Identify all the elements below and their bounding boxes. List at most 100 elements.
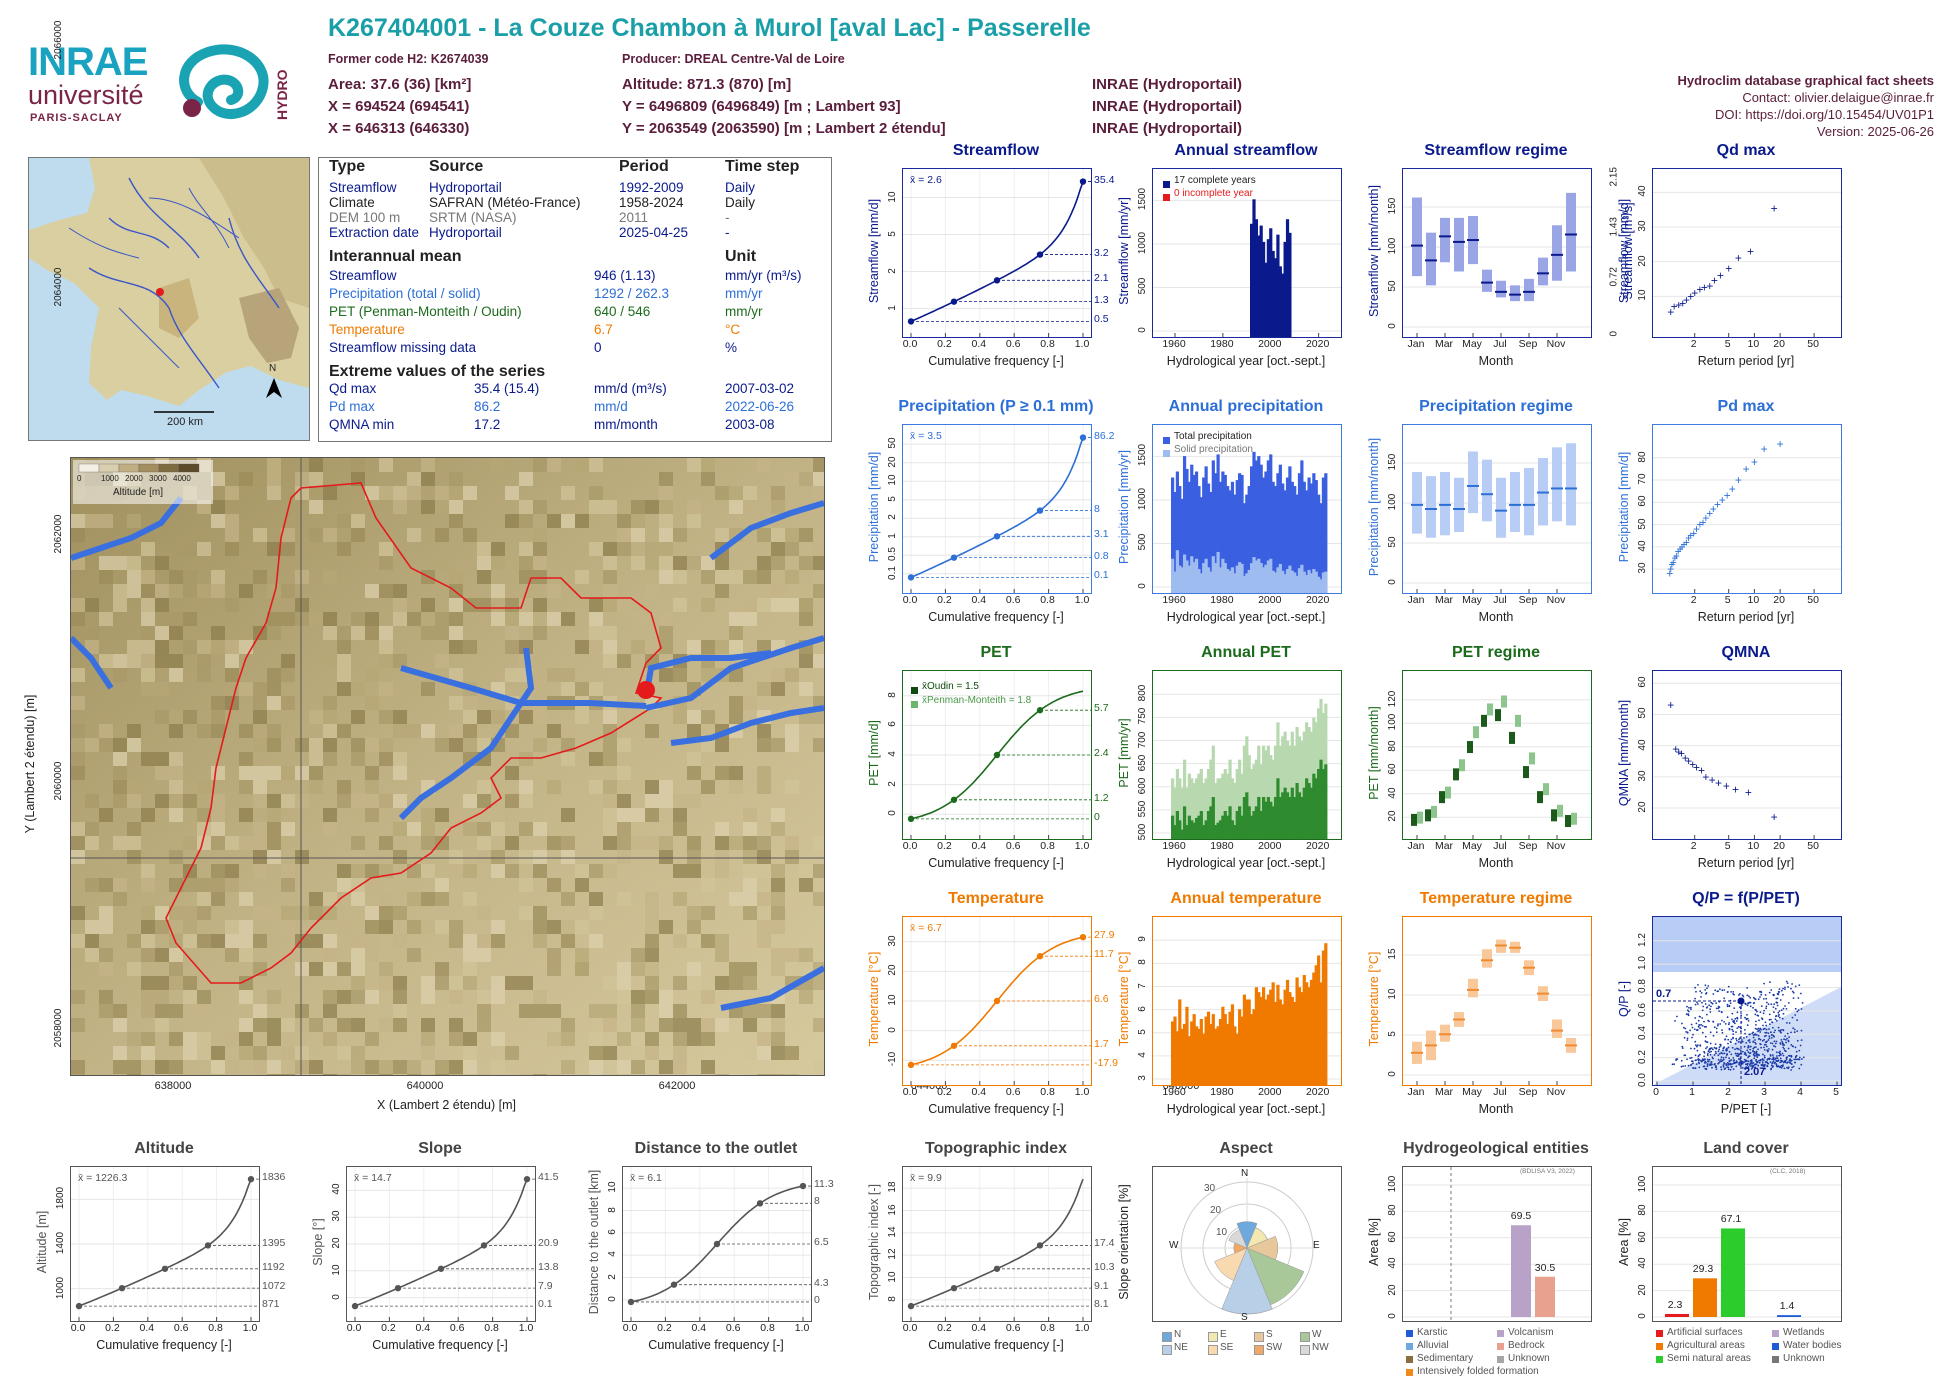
year-bar [1278,563,1282,593]
x-tick: 0.4 [139,1322,155,1334]
annual_streamflow-chart: Annual streamflow Hydrological year [oct.… [1117,142,1420,416]
pet-oudin-box [1411,813,1417,826]
year-bar [1192,822,1196,839]
x-tick: May [1462,1086,1482,1098]
year-bar [1204,1016,1208,1085]
mean-label: x̄ = 9.9 [910,1172,942,1184]
river [71,496,824,1011]
legend-swatch [1162,1345,1172,1355]
year-bar [1190,820,1194,839]
year-bar [1278,464,1282,593]
y-tick: 1500 [1137,444,1148,467]
y-tick: 150 [1387,197,1398,215]
legend-swatch [1300,1345,1310,1355]
year-bar [1175,769,1179,839]
legend-swatch [1497,1343,1504,1350]
streamflow_regime-title: Streamflow regime [1424,142,1568,159]
x-tick: May [1462,840,1482,852]
year-bar [1297,736,1302,839]
y-tick: 60 [1637,1231,1648,1243]
x-tick: 0.8 [760,1322,775,1334]
year-bar [1206,811,1211,839]
year-bar [1250,563,1254,593]
doi-link[interactable]: DOI: https://doi.org/10.15454/UV01P1 [1715,107,1934,122]
y-tick: 15 [1387,948,1398,960]
year-bar [1178,778,1182,839]
year-bar [1233,573,1237,593]
annual_pet-xlabel: Hydrological year [oct.-sept.] [1166,856,1326,870]
year-bar [1252,1009,1256,1085]
category-bar [1665,1313,1689,1317]
former-code: Former code H2: K2674039 [328,52,489,66]
year-bar [1180,829,1184,839]
mean-unit: °C [725,322,741,337]
month-range [1566,192,1576,272]
month-range [1440,1024,1450,1042]
pet_regime-xlabel: Month [1478,856,1514,870]
year-bar [1269,801,1273,839]
info-step: - [725,225,730,240]
x-tick: 0.0 [70,1322,86,1334]
pet-plot-area [902,670,1092,840]
quantile-label: 1.7 [1094,1037,1109,1050]
landcover-chart: Land cover Area [%] 0 20 40 60 80 100 (CLC, 2018… [1617,1140,1920,1400]
return-point: + [1732,782,1739,796]
x-tick: 0.8 [1040,1086,1055,1098]
year-bar [1250,1014,1254,1085]
pet-penman-box [1529,752,1535,765]
year-bar [1324,571,1328,593]
map-x-tick: 642000 [658,1080,696,1092]
legend-swatch [1406,1343,1413,1350]
legend-tick: 2000 [125,474,143,483]
year-bar [1281,792,1285,839]
y-tick: 30 [1637,770,1648,782]
quantile-point [1036,251,1044,258]
year-bar [1259,997,1263,1085]
altitude-xlabel: Cumulative frequency [-] [96,1338,232,1352]
y-tick: 8 [887,692,898,698]
return-point: + [1690,527,1697,541]
ring-label: 20 [1210,1205,1222,1216]
pet-chart: PET Cumulative frequency [-] PET [mm/d] 0.0… [867,644,1170,918]
pd_max-xlabel: Return period [yr] [1697,610,1795,624]
y-tick: 0 [1137,583,1148,589]
y-tick: 120 [1387,690,1398,708]
year-bar [1273,258,1278,337]
source-label: (BDLISA V3, 2022) [1520,1168,1575,1175]
extreme-value: 17.2 [474,417,501,432]
mean-label: x̄ = 2.6 [910,174,942,186]
aspect-chart: Aspect Slope orientation [%] N E S W 10 20 30 N E S… [1117,1140,1420,1400]
pet-penman-box [1515,714,1521,727]
contact[interactable]: Contact: olivier.delaigue@inrae.fr [1742,90,1934,105]
france-map: 200 km N [28,157,310,441]
year-bar [1230,567,1235,593]
return-point: + [1693,760,1700,774]
year-bar [1180,787,1184,839]
year-bar [1252,764,1256,839]
year-bar [1238,562,1242,593]
streamflow_regime-xlabel: Month [1478,354,1514,368]
year-bar [1288,745,1292,839]
return-point: + [1747,244,1754,258]
temperature-plot-area [902,916,1092,1086]
return-point: + [1717,269,1724,283]
producer: Producer: DREAL Centre-Val de Loire [622,52,845,66]
streamflow_regime-ylabel: Streamflow [mm/month] [1367,185,1381,317]
y-tick: 4 [887,751,898,757]
bar-value: 30.5 [1534,1261,1556,1274]
precip_regime-chart: Precipitation regime Month Precipitation [… [1367,398,1670,672]
year-bar [1209,759,1213,839]
year-bar [1254,219,1258,337]
return-point: + [1668,558,1675,572]
quantile-label: 5.7 [1094,702,1109,715]
return-point: + [1683,293,1690,307]
year-bar [1228,490,1232,593]
year-bar [1314,480,1318,593]
mean-label: x̄ = 6.1 [630,1172,662,1184]
year-bar [1221,773,1225,839]
y-tick: 6 [887,721,898,728]
legend-swatch [1497,1330,1504,1337]
quantile-label: 1836 [262,1171,286,1184]
x-tick: 1.0 [1074,1086,1090,1098]
year-bar [1314,571,1318,593]
